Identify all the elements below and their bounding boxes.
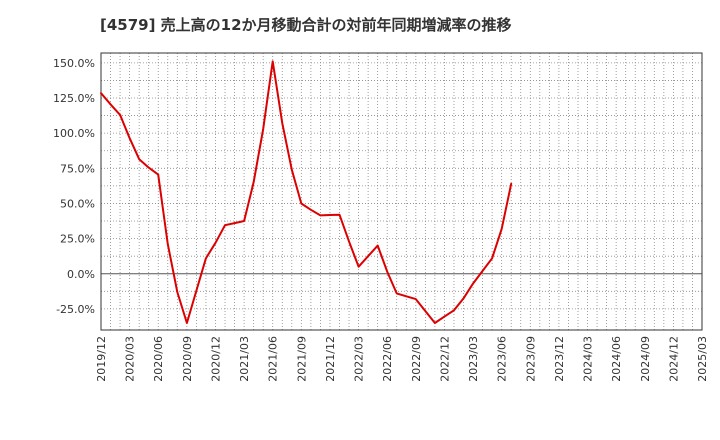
y-tick-label: 150.0% [53, 57, 95, 70]
x-tick-label: 2022/06 [381, 336, 394, 382]
x-tick-label: 2021/03 [238, 336, 251, 382]
x-tick-label: 2024/06 [610, 336, 623, 382]
x-tick-label: 2021/06 [267, 336, 280, 382]
x-tick-label: 2020/09 [181, 336, 194, 382]
plot-area [101, 53, 702, 330]
x-tick-label: 2021/12 [324, 336, 337, 382]
x-tick-label: 2024/03 [582, 336, 595, 382]
plot-border [100, 52, 703, 331]
y-tick-label: 50.0% [60, 197, 95, 210]
x-tick-label: 2023/03 [467, 336, 480, 382]
x-tick-label: 2022/12 [438, 336, 451, 382]
x-tick-label: 2023/09 [524, 336, 537, 382]
x-tick-label: 2023/12 [553, 336, 566, 382]
y-tick-label: 0.0% [67, 268, 95, 281]
y-tick-label: 125.0% [53, 92, 95, 105]
x-tick-label: 2024/12 [667, 336, 680, 382]
x-tick-label: 2022/09 [410, 336, 423, 382]
y-tick-label: 25.0% [60, 233, 95, 246]
y-tick-label: 75.0% [60, 162, 95, 175]
y-tick-label: -25.0% [56, 303, 95, 316]
x-tick-label: 2025/03 [696, 336, 709, 382]
x-tick-label: 2019/12 [95, 336, 108, 382]
x-tick-label: 2020/03 [124, 336, 137, 382]
x-tick-label: 2023/06 [496, 336, 509, 382]
x-tick-label: 2020/06 [152, 336, 165, 382]
x-tick-label: 2022/03 [353, 336, 366, 382]
x-tick-label: 2024/09 [639, 336, 652, 382]
series-line [100, 60, 513, 324]
x-tick-label: 2020/12 [209, 336, 222, 382]
x-tick-label: 2021/09 [295, 336, 308, 382]
chart-title: [4579] 売上高の12か月移動合計の対前年同期増減率の推移 [100, 16, 512, 34]
y-tick-label: 100.0% [53, 127, 95, 140]
